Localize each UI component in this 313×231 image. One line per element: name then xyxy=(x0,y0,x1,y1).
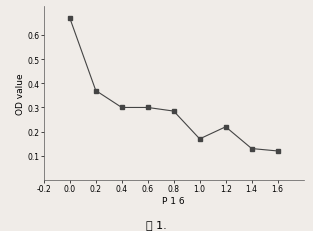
X-axis label: P 1 6: P 1 6 xyxy=(162,196,185,205)
Y-axis label: OD value: OD value xyxy=(16,73,25,114)
Text: 图 1.: 图 1. xyxy=(146,219,167,229)
